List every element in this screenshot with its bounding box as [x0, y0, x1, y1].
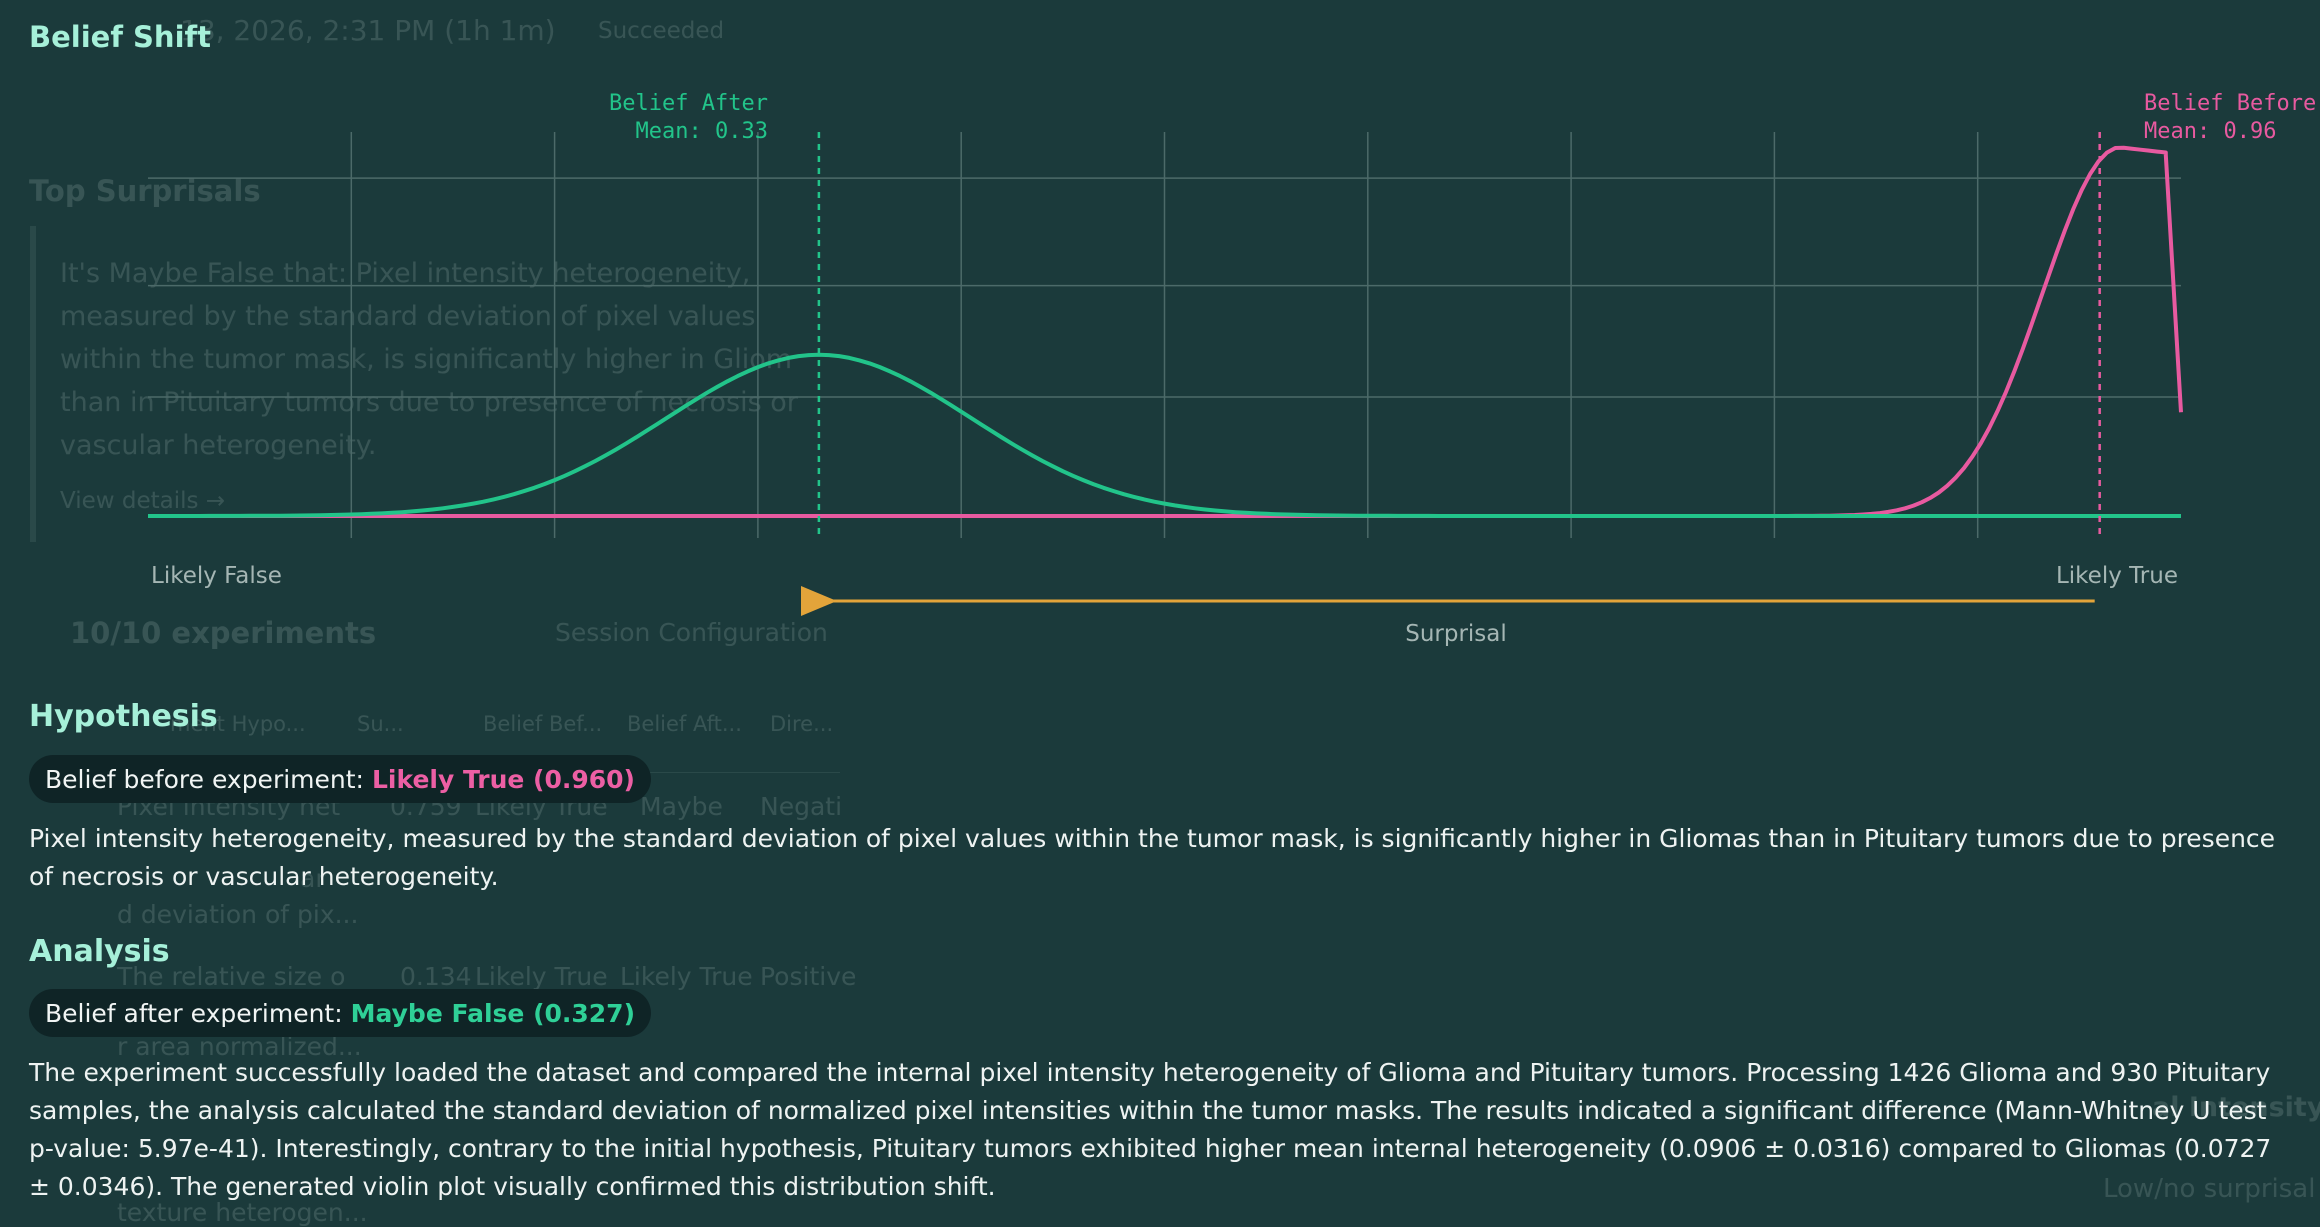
hypothesis-text: Pixel intensity heterogeneity, measured …	[29, 824, 2276, 891]
belief-after-pill: Belief after experiment: Maybe False (0.…	[29, 989, 652, 1037]
belief-after-pill-value: Maybe False (0.327)	[350, 998, 636, 1028]
analysis-heading: Analysis	[29, 934, 170, 969]
surprisal-label: Surprisal	[1405, 621, 1507, 647]
hypothesis-heading: Hypothesis	[29, 699, 218, 734]
belief-before-pill-label: Belief before experiment:	[45, 764, 364, 794]
belief-after-pill-label: Belief after experiment:	[45, 998, 343, 1028]
belief-before-label: Belief Before	[2144, 91, 2316, 116]
belief-before-pill: Belief before experiment: Likely True (0…	[29, 755, 651, 803]
axis-right-label: Likely True	[2056, 563, 2178, 589]
belief-after-mean-label: Mean: 0.33	[636, 119, 768, 144]
axis-left-label: Likely False	[151, 563, 282, 589]
analysis-text: The experiment successfully loaded the d…	[29, 1058, 2272, 1201]
panel-title: Belief Shift	[29, 20, 211, 54]
belief-after-curve	[148, 352, 2181, 518]
belief-before-mean-label: Mean: 0.96	[2144, 119, 2276, 144]
belief-after-label: Belief After	[609, 91, 768, 116]
belief-before-pill-value: Likely True (0.960)	[371, 764, 635, 794]
chart-grid	[148, 132, 2181, 538]
belief-shift-chart: Belief After Mean: 0.33 Belief Before Me…	[148, 91, 2316, 647]
